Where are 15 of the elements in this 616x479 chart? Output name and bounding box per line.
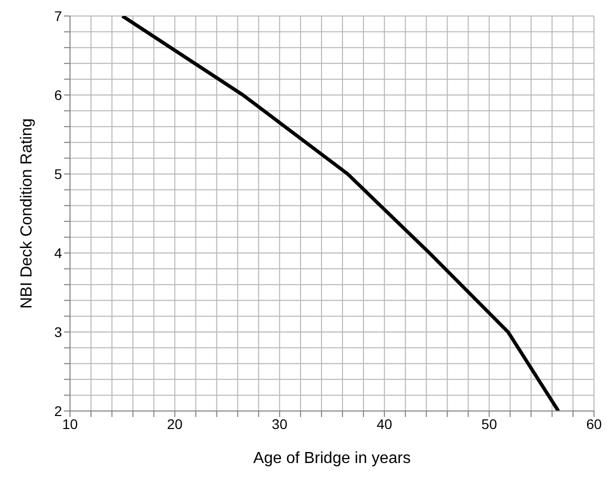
x-axis-title: Age of Bridge in years [253,450,411,467]
x-tick-label: 50 [481,416,498,432]
y-tick-label: 6 [54,86,62,103]
y-tick-label: 5 [54,166,62,182]
line-series [120,16,560,411]
x-tick-label: 30 [272,416,288,432]
x-tick-label: 10 [62,416,78,432]
y-tick-label: 2 [54,402,62,419]
y-tick-label: 4 [54,244,62,261]
y-tick-label: 3 [54,324,62,340]
y-tick-label: 7 [54,8,62,24]
x-tick-label: 20 [167,416,183,432]
x-tick-label: 60 [586,416,602,432]
x-tick-label: 40 [376,416,392,432]
y-axis-title: NBI Deck Condition Rating [18,118,36,309]
